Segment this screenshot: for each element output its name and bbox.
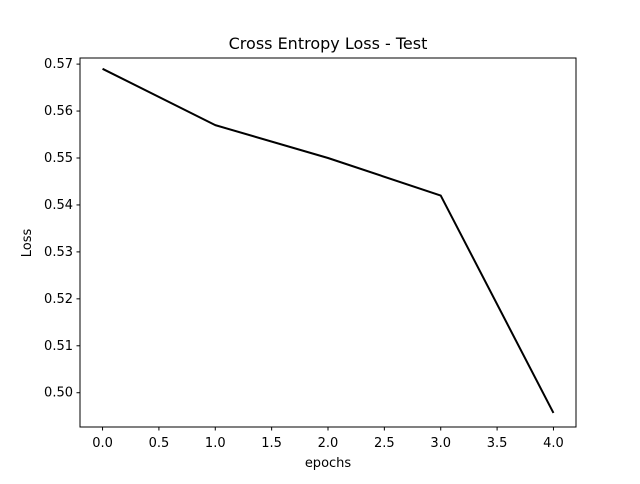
y-tick-label: 0.52 xyxy=(44,292,73,307)
x-tick-label: 1.0 xyxy=(205,436,226,451)
series-line xyxy=(102,67,555,414)
y-tick-label: 0.54 xyxy=(44,198,73,213)
x-tick-label: 2.0 xyxy=(318,436,339,451)
y-axis-label: Loss xyxy=(20,229,35,258)
x-tick-label: 1.5 xyxy=(261,436,282,451)
y-axis-ticks: 0.50 0.51 0.52 0.53 0.54 0.55 0.56 0.57 xyxy=(44,57,80,401)
chart-title: Cross Entropy Loss - Test xyxy=(229,34,428,53)
x-axis-ticks: 0.0 0.5 1.0 1.5 2.0 2.5 3.0 3.5 4.0 xyxy=(92,427,564,451)
x-tick-label: 0.0 xyxy=(92,436,113,451)
x-tick-label: 3.5 xyxy=(487,436,508,451)
y-tick-label: 0.55 xyxy=(44,151,73,166)
y-tick-label: 0.57 xyxy=(44,57,73,72)
x-tick-label: 4.0 xyxy=(543,436,564,451)
x-tick-label: 3.0 xyxy=(430,436,451,451)
plot-area-frame xyxy=(79,57,577,428)
x-axis-label: epochs xyxy=(305,456,352,471)
y-tick-label: 0.51 xyxy=(44,339,73,354)
y-tick-label: 0.56 xyxy=(44,104,73,119)
y-tick-label: 0.53 xyxy=(44,245,73,260)
y-tick-label: 0.50 xyxy=(44,386,73,401)
x-tick-label: 0.5 xyxy=(149,436,170,451)
x-tick-label: 2.5 xyxy=(374,436,395,451)
series-layer xyxy=(102,67,555,414)
